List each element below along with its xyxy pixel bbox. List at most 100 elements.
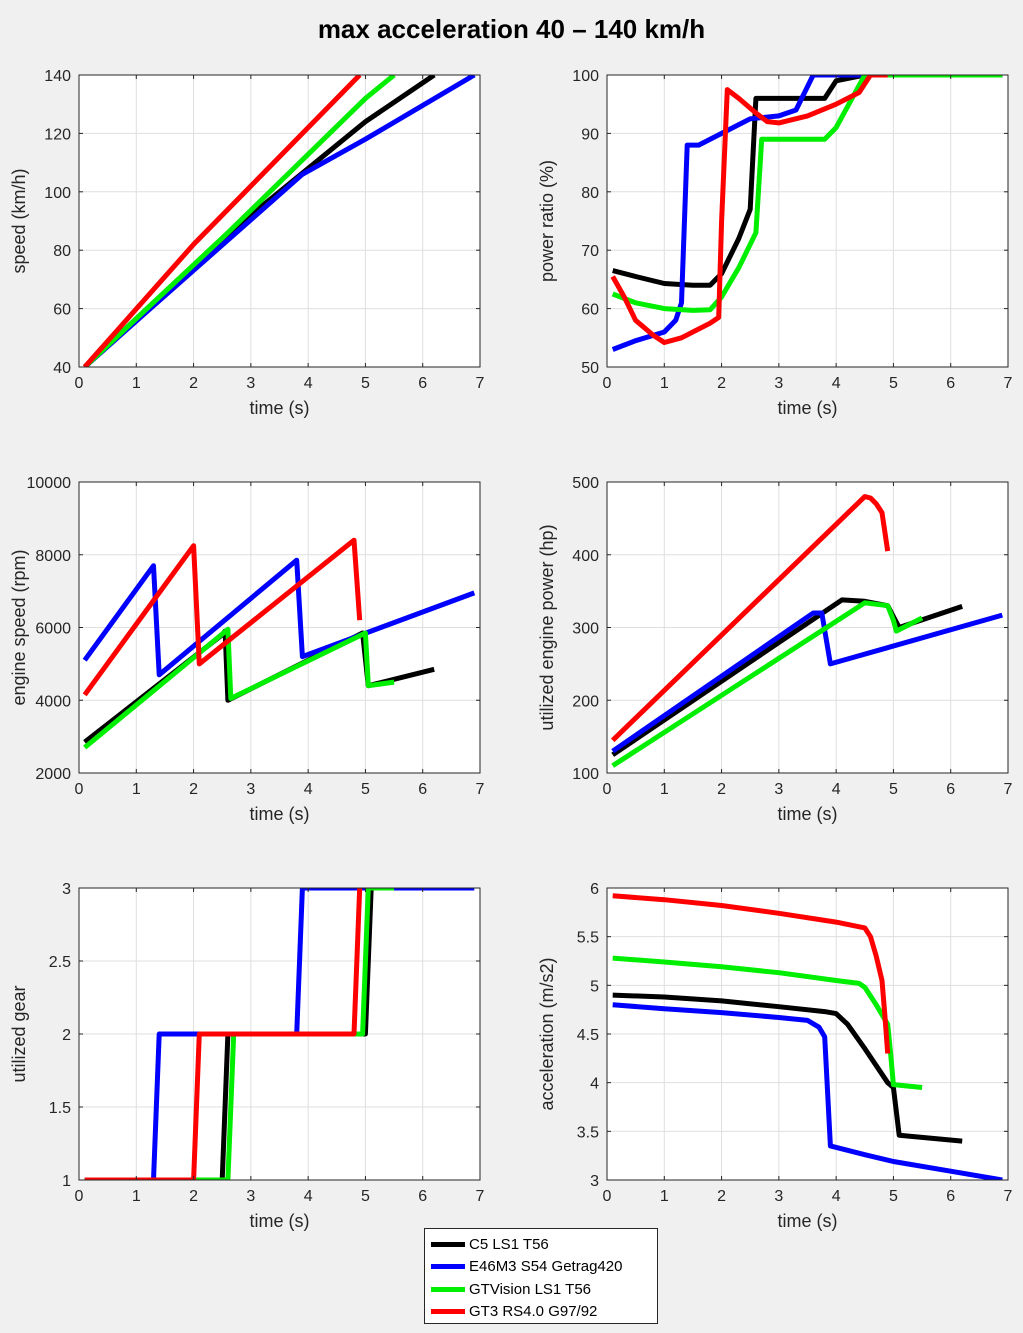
y-axis-label: power ratio (%) <box>537 160 557 282</box>
series-line-gtvision-ls1-t56 <box>611 600 924 768</box>
x-tick-label: 1 <box>660 781 669 798</box>
x-axis-label: time (s) <box>778 804 838 824</box>
y-tick-label: 100 <box>44 185 71 202</box>
chart-1: 0 1 2 3 4 5 6 7 40 60 80 100 120 140 time (s) speed (km… <box>9 68 485 418</box>
x-tick-label: 2 <box>189 1188 198 1205</box>
series-line-gt3-rs4-0-g97-92 <box>612 893 891 1054</box>
legend-entry-gt3[interactable]: GT3 RS4.0 G97/92 <box>431 1301 657 1324</box>
y-tick-label: 90 <box>581 126 599 143</box>
y-axis-label: speed (km/h) <box>9 168 29 273</box>
x-tick-label: 0 <box>603 781 612 798</box>
legend-label-c5: C5 LS1 T56 <box>469 1235 549 1253</box>
y-tick-label: 1.5 <box>49 1100 71 1117</box>
series-line-e46m3-s54-getrag420 <box>612 1002 1003 1180</box>
legend-label-gt3: GT3 RS4.0 G97/92 <box>469 1303 598 1321</box>
x-tick-label: 5 <box>889 1188 898 1205</box>
legend-entry-c5[interactable]: C5 LS1 T56 <box>431 1233 657 1256</box>
x-tick-label: 5 <box>361 781 370 798</box>
x-tick-label: 0 <box>603 1188 612 1205</box>
x-tick-label: 0 <box>75 1188 84 1205</box>
legend-swatch-e46m3 <box>431 1264 465 1270</box>
x-tick-label: 2 <box>189 375 198 392</box>
series-line-gt3-rs4-0-g97-92 <box>82 537 363 697</box>
y-tick-label: 60 <box>53 302 71 319</box>
x-tick-label: 4 <box>304 375 313 392</box>
x-tick-label: 5 <box>361 1188 370 1205</box>
y-axis-label: engine speed (rpm) <box>9 549 29 705</box>
legend-swatch-c5 <box>431 1241 465 1247</box>
series-line-gtvision-ls1-t56 <box>611 75 1003 313</box>
series-line-gt3-rs4-0-g97-92 <box>82 75 362 367</box>
y-tick-label: 200 <box>572 693 599 710</box>
legend: C5 LS1 T56 E46M3 S54 Getrag420 GTVision … <box>424 1228 658 1324</box>
y-tick-label: 4 <box>590 1076 599 1093</box>
x-tick-label: 7 <box>476 781 485 798</box>
x-tick-label: 3 <box>246 1188 255 1205</box>
x-tick-label: 5 <box>361 375 370 392</box>
plot-area <box>607 75 1008 367</box>
x-tick-label: 0 <box>75 375 84 392</box>
series-line-gtvision-ls1-t56 <box>83 626 395 750</box>
series-line-c5-ls1-t56 <box>612 992 963 1144</box>
y-tick-label: 5 <box>590 978 599 995</box>
y-tick-label: 4.5 <box>577 1027 599 1044</box>
legend-label-e46m3: E46M3 S54 Getrag420 <box>469 1258 623 1276</box>
y-tick-label: 4000 <box>35 693 71 710</box>
series-line-e46m3-s54-getrag420 <box>611 75 1003 352</box>
legend-entry-e46m3[interactable]: E46M3 S54 Getrag420 <box>431 1256 657 1279</box>
series-line-gt3-rs4-0-g97-92 <box>610 494 891 743</box>
y-tick-label: 80 <box>53 243 71 260</box>
x-tick-label: 3 <box>774 1188 783 1205</box>
chart-4: 0 1 2 3 4 5 6 7 100 200 300 400 500 time (s) utilized … <box>537 475 1013 824</box>
x-tick-label: 2 <box>717 781 726 798</box>
chart-6: 0 1 2 3 4 5 6 7 3 3.5 4 4.5 5 5.5 6 time (s) acceleratio… <box>537 881 1013 1231</box>
x-tick-label: 1 <box>660 375 669 392</box>
series-group <box>610 494 1003 768</box>
series-line-gt3-rs4-0-g97-92 <box>84 888 363 1180</box>
x-tick-label: 7 <box>1004 1188 1013 1205</box>
x-tick-label: 1 <box>132 1188 141 1205</box>
y-axis-label: utilized gear <box>9 985 29 1082</box>
y-tick-label: 140 <box>44 68 71 85</box>
x-axis-label: time (s) <box>250 804 310 824</box>
x-tick-label: 6 <box>946 1188 955 1205</box>
plot-area <box>79 75 480 367</box>
x-tick-label: 7 <box>476 375 485 392</box>
x-tick-label: 1 <box>660 1188 669 1205</box>
x-axis-label: time (s) <box>250 1211 310 1231</box>
y-tick-label: 500 <box>572 475 599 492</box>
x-tick-label: 1 <box>132 781 141 798</box>
x-axis-label: time (s) <box>250 398 310 418</box>
x-tick-label: 6 <box>418 1188 427 1205</box>
legend-entry-gtvision[interactable]: GTVision LS1 T56 <box>431 1278 657 1301</box>
x-tick-label: 1 <box>132 375 141 392</box>
y-tick-label: 3 <box>62 881 71 898</box>
x-tick-label: 2 <box>717 1188 726 1205</box>
y-tick-label: 6 <box>590 881 599 898</box>
y-tick-label: 3 <box>590 1173 599 1190</box>
x-tick-label: 7 <box>476 1188 485 1205</box>
series-group <box>612 893 1003 1180</box>
series-group <box>82 75 476 367</box>
x-tick-label: 6 <box>946 375 955 392</box>
legend-label-gtvision: GTVision LS1 T56 <box>469 1280 592 1298</box>
legend-swatch-gt3 <box>431 1309 465 1315</box>
y-tick-label: 60 <box>581 302 599 319</box>
series-group <box>82 537 476 750</box>
series-line-gt3-rs4-0-g97-92 <box>610 75 888 345</box>
figure-title: max acceleration 40 – 140 km/h <box>317 14 706 44</box>
x-tick-label: 4 <box>304 1188 313 1205</box>
y-tick-label: 2000 <box>35 766 71 783</box>
y-tick-label: 400 <box>572 548 599 565</box>
series-group <box>610 75 1003 352</box>
x-tick-label: 7 <box>1004 781 1013 798</box>
x-tick-label: 6 <box>418 375 427 392</box>
x-tick-label: 5 <box>889 781 898 798</box>
x-axis-label: time (s) <box>778 1211 838 1231</box>
series-line-e46m3-s54-getrag420 <box>82 557 476 678</box>
series-line-c5-ls1-t56 <box>612 75 1003 288</box>
x-tick-label: 3 <box>246 781 255 798</box>
chart-3: 0 1 2 3 4 5 6 7 2000 4000 6000 8000 10000 time (s) eng… <box>9 475 485 824</box>
x-tick-label: 3 <box>774 375 783 392</box>
